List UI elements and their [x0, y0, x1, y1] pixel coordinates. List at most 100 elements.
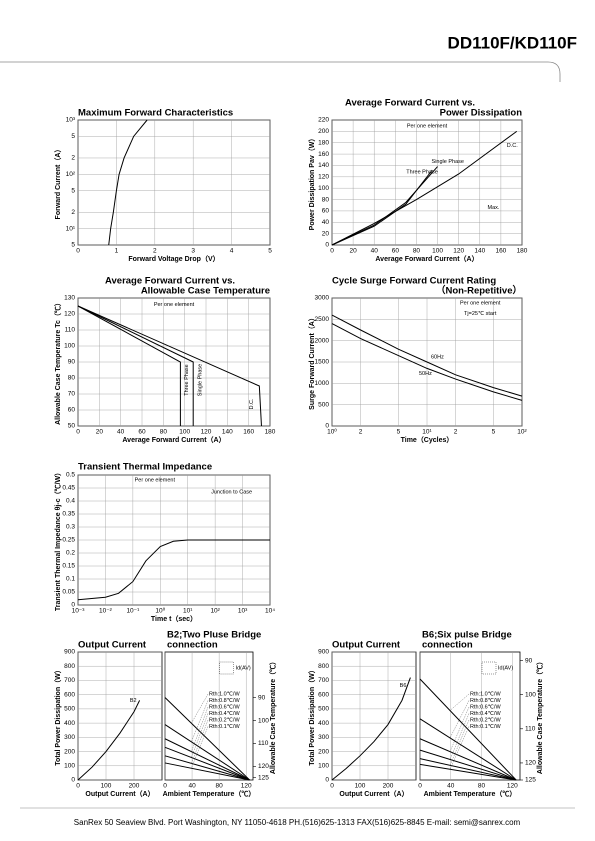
y-tick-label: 800: [64, 663, 75, 670]
inset-box: [219, 661, 234, 675]
x-tick-label: 10¹: [183, 608, 193, 615]
y-tick-label: 2: [71, 209, 75, 216]
y-tick-label: 120: [64, 311, 75, 318]
series-name: Three Phase: [406, 169, 438, 175]
y-tick-label: 100: [64, 762, 75, 769]
y-tick-label: 0.05: [62, 589, 75, 596]
y-tick-label: 0: [71, 602, 75, 609]
chart-title: B6;Six pulse Bridge: [422, 630, 512, 641]
series-line: [331, 166, 438, 246]
chart: 0 20 40 60 80 100 120 140 160 180 0 20 40 60 80 100 120 1…: [308, 98, 528, 263]
x-tick-label: 10⁻¹: [126, 608, 140, 615]
y-axis-label: Transient Thermal Impedance θj-c（℃/W）: [54, 469, 62, 611]
y-tick-label: 200: [64, 748, 75, 755]
chart-title: connection: [422, 640, 473, 651]
y-tick-label: 2: [71, 155, 75, 162]
x-axis-label: Average Forward Current（A）: [375, 255, 478, 263]
x-tick-label: 80: [216, 783, 224, 790]
leader-line: [449, 706, 470, 752]
y-tick-label: 5: [71, 133, 75, 140]
x-tick-label: 180: [265, 429, 276, 436]
y2-tick-label: 90: [258, 694, 266, 701]
chart-title: connection: [167, 640, 218, 651]
y-tick-label: 0.2: [66, 550, 75, 557]
y-axis-label: Surge Forward Current（A）: [308, 314, 316, 410]
y-tick-label: 60: [68, 407, 76, 414]
series-line: [77, 700, 141, 781]
x-tick-label: 100: [432, 248, 443, 255]
leader-line: [449, 700, 470, 739]
y-tick-label: 0.4: [66, 498, 75, 505]
y2-tick-label: 120: [258, 763, 269, 770]
x-tick-label: 140: [474, 248, 485, 255]
series-line: [419, 749, 517, 781]
y-tick-label: 0.45: [62, 485, 75, 492]
x-tick-label: 40: [447, 783, 455, 790]
series-name: Rth:0.6℃/W: [470, 704, 501, 710]
series-line: [164, 762, 250, 781]
x-tick-label: 10⁻²: [99, 608, 113, 615]
x-tick-label: 10⁴: [265, 608, 275, 615]
series-line: [331, 130, 518, 246]
chart-title: Allowable Case Temperature: [141, 286, 270, 297]
header-rule: [0, 61, 561, 82]
x-tick-label: 10²: [517, 429, 527, 436]
chart-title: （Non-Repetitive）: [436, 285, 522, 297]
series-line: [419, 763, 517, 781]
y-tick-label: 120: [318, 174, 329, 181]
chart: 0 100 2000100200300400500600700800900Outpu…: [308, 640, 417, 798]
x-tick-label: 160: [495, 248, 506, 255]
y-tick-label: 50: [68, 423, 76, 430]
y-tick-label: 900: [64, 649, 75, 656]
y-tick-label: 200: [318, 748, 329, 755]
data-line: [108, 119, 148, 246]
plot-frame: [331, 119, 523, 246]
y-tick-label: 100: [318, 185, 329, 192]
x-tick-label: 80: [478, 783, 486, 790]
x-tick-label: 120: [507, 783, 518, 790]
y2-axis-label: Allowable Case Temperature（℃）: [269, 658, 277, 774]
series-name: Rth:0.8℃/W: [209, 698, 240, 704]
chart: 0 100 2000100200300400500600700800900Outpu…: [54, 640, 163, 798]
series-line: [164, 697, 250, 781]
y-tick-label: 2000: [315, 337, 330, 344]
x-tick-label: 100: [355, 783, 366, 790]
series-name: Rth:1.0℃/W: [470, 691, 501, 697]
y-tick-label: 900: [318, 649, 329, 656]
series-name: 60Hz: [431, 354, 444, 360]
series-name: Rth:0.6℃/W: [209, 704, 240, 710]
series-line: [419, 678, 517, 781]
x-axis-label: Output Current（A）: [85, 790, 154, 798]
leader-line: [191, 693, 209, 724]
y-tick-label: 10³: [66, 117, 76, 124]
y-tick-label: 0.25: [62, 537, 75, 544]
y2-tick-label: 90: [525, 657, 533, 664]
chart-title: Maximum Forward Characteristics: [78, 108, 233, 119]
y-tick-label: 300: [318, 734, 329, 741]
annotation: Per one element: [407, 124, 448, 130]
x-tick-label: 0: [330, 248, 334, 255]
y-tick-label: 0: [325, 423, 329, 430]
y-tick-label: 20: [322, 230, 330, 237]
annotation: Tj=25℃ start: [464, 311, 497, 317]
chart-title: Output Current: [332, 640, 401, 651]
x-tick-label: 20: [96, 429, 104, 436]
plot-frame: [77, 119, 271, 246]
y-tick-label: 0.3: [66, 524, 75, 531]
inset-label: Id(AV): [236, 665, 251, 671]
x-tick-label: 200: [383, 783, 394, 790]
annotation: Per one element: [135, 478, 176, 484]
series-line: [164, 738, 250, 781]
y-tick-label: 400: [64, 720, 75, 727]
y2-tick-label: 125: [525, 777, 536, 784]
y-tick-label: 0: [325, 777, 329, 784]
y-tick-label: 3000: [315, 295, 330, 302]
x-tick-label: 120: [241, 783, 252, 790]
y-tick-label: 60: [322, 208, 330, 215]
y-tick-label: 5: [71, 242, 75, 249]
series-line: [419, 718, 517, 781]
leader-line: [449, 726, 470, 770]
series-name: Single Phase: [432, 159, 464, 165]
leader-line: [191, 706, 209, 752]
